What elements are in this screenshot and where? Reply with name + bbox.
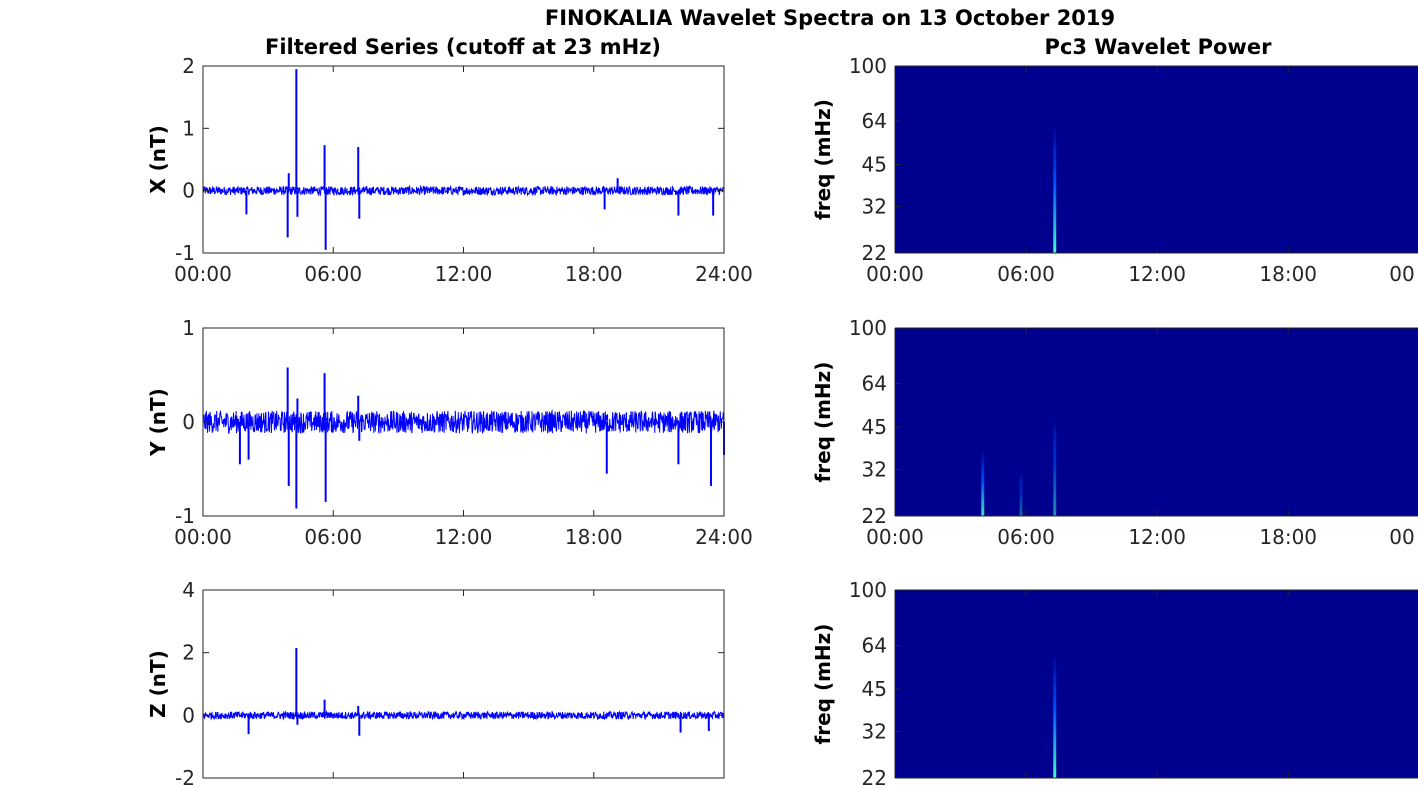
y-tick-label: 2: [182, 641, 195, 665]
y-tick-label: -2: [175, 766, 195, 788]
x-tick-label: 00: [1389, 525, 1414, 549]
y-axis-label: Y (nT): [146, 388, 170, 457]
y-tick-label: -1: [175, 241, 195, 265]
x-tick-label: 24:00: [695, 262, 753, 286]
x-tick-label: 00:00: [866, 525, 924, 549]
x-tick-label: 18:00: [1259, 525, 1317, 549]
spectral-peak: [981, 451, 985, 516]
figure-title: FINOKALIA Wavelet Spectra on 13 October …: [545, 6, 1115, 30]
spectral-peak: [1053, 125, 1057, 253]
plot-area: [203, 66, 724, 253]
x-tick-label: 06:00: [304, 262, 362, 286]
x-tick-label: 06:00: [997, 525, 1055, 549]
x-tick-label: 18:00: [565, 525, 623, 549]
x-tick-label: 12:00: [1128, 262, 1186, 286]
x-tick-label: 00:00: [866, 262, 924, 286]
series-noise-trace: [202, 409, 725, 435]
y-axis-label: freq (mHz): [811, 362, 835, 483]
x-tick-label: 24:00: [695, 525, 753, 549]
wavelet-panel-2: 22 32 45 64 100 freq (mHz): [811, 578, 1418, 788]
x-tick-label: 00:00: [174, 262, 232, 286]
y-tick-label: 45: [862, 677, 887, 701]
y-axis-label: freq (mHz): [811, 624, 835, 745]
y-tick-label: 32: [862, 195, 887, 219]
series-noise-trace: [202, 709, 725, 721]
series-panel-0: -1 0 1 2 00:00 06:00 12:00 18:00 24:00 X (nT): [146, 54, 753, 286]
y-tick-label: 45: [862, 153, 887, 177]
y-tick-label: 32: [862, 719, 887, 743]
x-tick-label: 18:00: [1259, 262, 1317, 286]
x-tick-label: 00:00: [174, 525, 232, 549]
series-noise-trace: [202, 184, 725, 197]
y-tick-label: 100: [849, 54, 887, 78]
x-tick-label: 00: [1389, 262, 1414, 286]
y-tick-label: 1: [182, 316, 195, 340]
spectral-peak: [1053, 653, 1057, 778]
y-tick-label: 100: [849, 316, 887, 340]
filtered-series-title: Filtered Series (cutoff at 23 mHz): [265, 35, 661, 59]
y-axis-label: X (nT): [146, 125, 170, 194]
y-tick-label: 0: [182, 703, 195, 727]
y-tick-label: 32: [862, 457, 887, 481]
series-panel-1: -1 0 1 00:00 06:00 12:00 18:00 24:00 Y (nT): [146, 316, 753, 549]
y-tick-label: 22: [862, 766, 887, 788]
x-tick-label: 12:00: [435, 525, 493, 549]
y-tick-label: 64: [862, 633, 887, 657]
y-axis-label: freq (mHz): [811, 99, 835, 220]
y-tick-label: 22: [862, 241, 887, 265]
y-tick-label: 45: [862, 415, 887, 439]
spectrogram-background: [895, 328, 1418, 516]
wavelet-power-title: Pc3 Wavelet Power: [1045, 35, 1273, 59]
y-tick-label: 64: [862, 371, 887, 395]
x-tick-label: 18:00: [565, 262, 623, 286]
spectrogram-background: [895, 590, 1418, 778]
x-tick-label: 06:00: [304, 525, 362, 549]
y-tick-label: 2: [182, 54, 195, 78]
y-tick-label: 0: [182, 179, 195, 203]
spectrogram-background: [895, 66, 1418, 253]
wavelet-panel-0: 22 32 45 64 100 00:00 06:00 12:00 18:00 00 freq (m…: [811, 54, 1418, 286]
y-axis-label: Z (nT): [146, 650, 170, 718]
y-tick-label: -1: [175, 504, 195, 528]
y-tick-label: 64: [862, 109, 887, 133]
plot-area: [203, 590, 724, 778]
spectral-peak: [1019, 473, 1023, 516]
series-panel-2: -2 0 2 4 Z (nT): [146, 578, 725, 788]
x-tick-label: 12:00: [1128, 525, 1186, 549]
spectral-peak: [1053, 419, 1057, 516]
x-tick-label: 06:00: [997, 262, 1055, 286]
y-tick-label: 1: [182, 116, 195, 140]
wavelet-panel-1: 22 32 45 64 100 00:00 06:00 12:00 18:00 00 freq (m…: [811, 316, 1418, 549]
y-tick-label: 4: [182, 578, 195, 602]
y-tick-label: 100: [849, 578, 887, 602]
x-tick-label: 12:00: [435, 262, 493, 286]
y-tick-label: 0: [182, 410, 195, 434]
y-tick-label: 22: [862, 504, 887, 528]
